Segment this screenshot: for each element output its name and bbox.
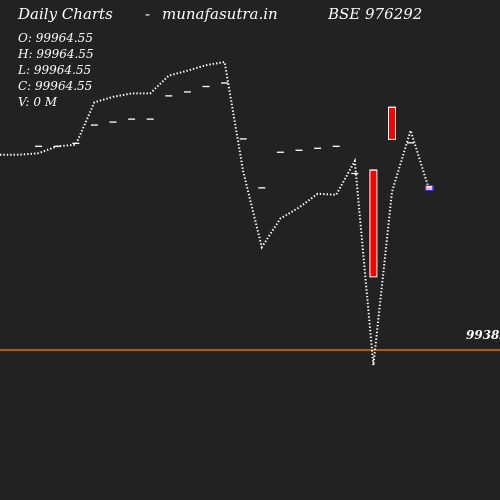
symbol-label: BSE 976292 (328, 5, 423, 23)
low-value: L: 99964.55 (18, 63, 92, 77)
high-value: H: 99964.55 (18, 47, 94, 61)
open-value: O: 99964.55 (18, 31, 93, 45)
close-line-series (0, 60, 431, 366)
chart-type-label: Daily Charts (18, 5, 113, 23)
volume-value: V: 0 M (18, 95, 58, 109)
last-marker-box (425, 184, 434, 191)
price-line-label: 99382 (466, 328, 500, 342)
site-name: munafasutra.in (162, 5, 278, 23)
close-value: C: 99964.55 (18, 79, 93, 93)
candle-body-0 (369, 169, 378, 278)
candle-body-1 (388, 106, 396, 140)
header-dash: - (145, 5, 151, 23)
